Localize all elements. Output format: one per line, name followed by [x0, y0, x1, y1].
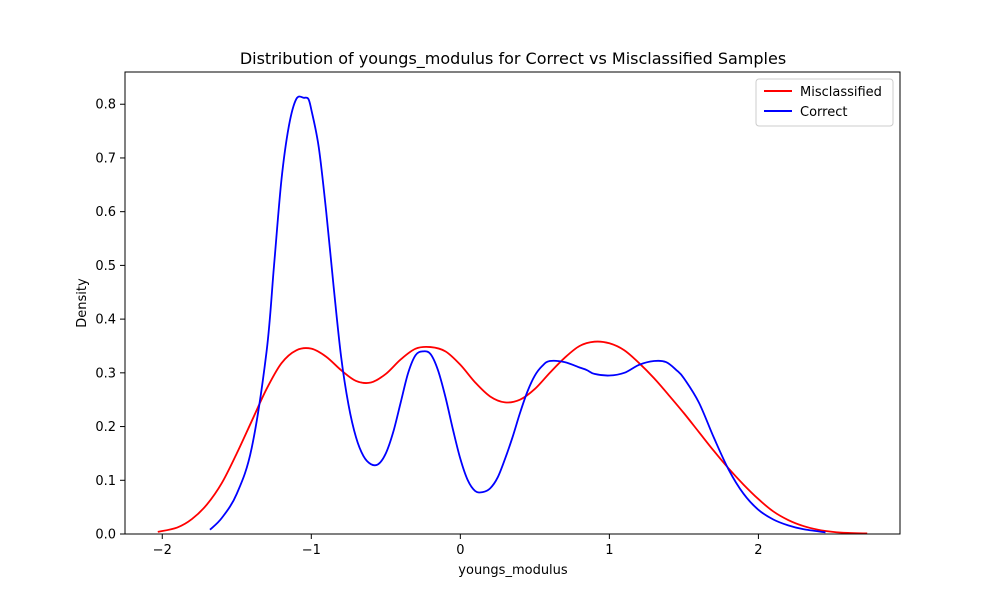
y-axis: 0.0 0.1 0.2 0.3 0.4 0.5 0.6 0.7 0.8	[95, 98, 125, 543]
y-tick-label: 0.8	[95, 98, 116, 113]
y-tick-label: 0.0	[95, 528, 116, 543]
x-axis: −2 −1 0 1 2	[153, 534, 763, 558]
series-line-misclassified	[157, 340, 868, 535]
plot-area	[157, 95, 868, 535]
x-tick-label: 1	[605, 543, 613, 558]
y-tick-label: 0.6	[95, 205, 116, 220]
plot-frame	[124, 71, 901, 535]
legend-label-correct: Correct	[800, 105, 847, 120]
series-line-correct	[209, 95, 826, 534]
legend-label-misclassified: Misclassified	[800, 85, 882, 100]
y-tick-label: 0.1	[95, 474, 116, 489]
x-axis-label: youngs_modulus	[458, 563, 568, 578]
y-tick-label: 0.5	[95, 259, 116, 274]
y-axis-label: Density	[75, 278, 90, 328]
x-tick-label: 2	[754, 543, 762, 558]
y-tick-label: 0.3	[95, 366, 116, 381]
y-tick-label: 0.4	[95, 313, 116, 328]
legend: Misclassified Correct	[755, 78, 894, 127]
x-tick-label: −2	[153, 543, 172, 558]
chart-title: Distribution of youngs_modulus for Corre…	[240, 49, 786, 69]
x-tick-label: −1	[302, 543, 321, 558]
y-tick-label: 0.2	[95, 420, 116, 435]
y-tick-label: 0.7	[95, 151, 116, 166]
x-tick-label: 0	[456, 543, 464, 558]
